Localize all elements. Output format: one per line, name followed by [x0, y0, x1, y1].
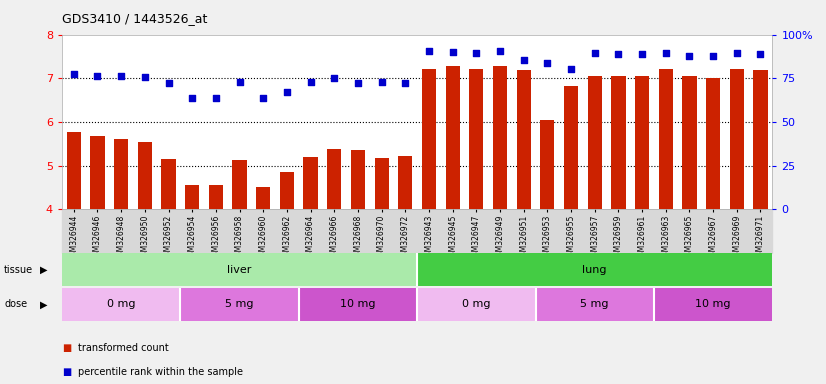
Point: [470, 50, 483, 56]
Point: [280, 89, 293, 95]
Point: [517, 57, 530, 63]
Bar: [62, 288, 180, 321]
Bar: [62, 253, 417, 286]
Bar: [445, 66, 460, 209]
Text: 5 mg: 5 mg: [581, 299, 609, 310]
Bar: [682, 76, 696, 209]
Point: [115, 73, 128, 79]
Bar: [232, 161, 247, 209]
Bar: [161, 159, 176, 209]
Bar: [706, 78, 720, 209]
Text: 0 mg: 0 mg: [462, 299, 491, 310]
Bar: [658, 69, 673, 209]
Point: [162, 80, 175, 86]
Point: [493, 48, 506, 54]
Bar: [114, 139, 128, 209]
Bar: [729, 69, 744, 209]
Point: [233, 79, 246, 85]
Bar: [303, 157, 318, 209]
Point: [91, 73, 104, 79]
Bar: [753, 70, 767, 209]
Text: ▶: ▶: [40, 265, 47, 275]
Bar: [469, 69, 483, 209]
Point: [564, 66, 577, 72]
Point: [257, 95, 270, 101]
Point: [541, 60, 554, 66]
Bar: [185, 185, 199, 209]
Bar: [516, 70, 531, 209]
Bar: [138, 142, 152, 209]
Bar: [67, 132, 81, 209]
Bar: [535, 288, 654, 321]
Point: [730, 50, 743, 56]
Bar: [587, 76, 602, 209]
Bar: [256, 187, 270, 209]
Bar: [417, 288, 535, 321]
Text: 10 mg: 10 mg: [695, 299, 731, 310]
Text: liver: liver: [227, 265, 252, 275]
Bar: [299, 288, 417, 321]
Point: [375, 79, 388, 85]
Bar: [611, 76, 625, 209]
Point: [706, 53, 719, 60]
Point: [754, 51, 767, 57]
Point: [683, 53, 696, 59]
Point: [138, 74, 151, 80]
Bar: [180, 288, 299, 321]
Text: 5 mg: 5 mg: [225, 299, 254, 310]
Bar: [540, 120, 554, 209]
Bar: [209, 185, 223, 209]
Text: 0 mg: 0 mg: [107, 299, 135, 310]
Text: 10 mg: 10 mg: [340, 299, 376, 310]
Bar: [374, 158, 389, 209]
Point: [351, 79, 364, 86]
Point: [304, 79, 317, 85]
Bar: [422, 69, 436, 209]
Text: transformed count: transformed count: [78, 343, 169, 353]
Point: [588, 50, 601, 56]
Bar: [417, 253, 772, 286]
Point: [328, 75, 341, 81]
Text: ■: ■: [62, 343, 71, 353]
Point: [635, 51, 648, 57]
Bar: [635, 76, 649, 209]
Text: GDS3410 / 1443526_at: GDS3410 / 1443526_at: [62, 12, 207, 25]
Text: lung: lung: [582, 265, 607, 275]
Text: tissue: tissue: [4, 265, 33, 275]
Bar: [398, 156, 412, 209]
Text: ■: ■: [62, 367, 71, 377]
Point: [612, 51, 625, 57]
Text: dose: dose: [4, 299, 27, 310]
Bar: [654, 288, 772, 321]
Point: [422, 48, 435, 54]
Bar: [327, 149, 341, 209]
Text: percentile rank within the sample: percentile rank within the sample: [78, 367, 244, 377]
Point: [399, 79, 412, 86]
Bar: [280, 172, 294, 209]
Text: ▶: ▶: [40, 299, 47, 310]
Bar: [493, 66, 507, 209]
Bar: [564, 86, 578, 209]
Point: [659, 50, 672, 56]
Bar: [90, 136, 105, 209]
Point: [67, 71, 80, 77]
Point: [446, 49, 459, 55]
Point: [209, 95, 222, 101]
Bar: [351, 150, 365, 209]
Point: [186, 95, 199, 101]
